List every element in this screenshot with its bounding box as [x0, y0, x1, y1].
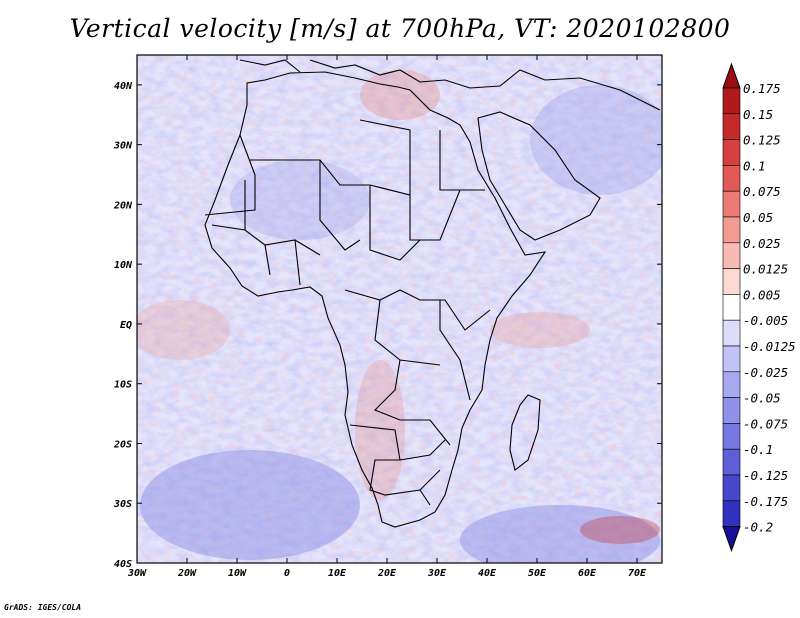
colorbar-label: 0.005 — [743, 287, 781, 302]
colorbar-label: -0.1 — [743, 442, 773, 457]
lon-tick-label: 70E — [628, 568, 647, 579]
colorbar-segment — [722, 294, 741, 321]
lat-tick-label: 20S — [113, 439, 132, 450]
latitude-axis: 40N 30N 20N 10N EQ 10S 20S 30S 40S — [113, 81, 662, 570]
lon-tick-label: 60E — [578, 568, 597, 579]
madagascar — [509, 394, 541, 471]
lat-tick-label: 10S — [114, 380, 132, 391]
grads-credit: GrADS: IGES/COLA — [4, 603, 82, 612]
colorbar-segment — [722, 216, 741, 244]
colorbar-segment — [722, 165, 741, 192]
field-features — [137, 70, 662, 563]
colorbar-segment — [722, 500, 741, 527]
colorbar-segment — [722, 423, 741, 450]
colorbar-segment — [722, 474, 741, 502]
africa-coastline — [204, 71, 547, 528]
lon-tick-label: 20E — [377, 568, 397, 579]
west-africa-borders — [204, 134, 321, 286]
colorbar-segment — [722, 87, 741, 115]
colorbar-extend-bottom — [722, 526, 741, 553]
colorbar-label: 0.15 — [743, 107, 773, 122]
lon-tick-label: 40E — [478, 568, 497, 579]
colorbar-label: 0.1 — [743, 158, 766, 173]
internal-borders-north — [250, 119, 485, 261]
colorbar-segment — [722, 345, 741, 373]
lat-tick-label: 20N — [113, 200, 133, 211]
colorbar-label: -0.175 — [743, 494, 788, 509]
lat-tick-label: EQ — [120, 320, 132, 331]
colorbar-label: 0.125 — [743, 133, 781, 148]
iberia-mediterranean — [239, 59, 661, 111]
colorbar-segment — [722, 139, 741, 166]
lon-tick-label: 50E — [528, 568, 547, 579]
lon-tick-label: 0 — [284, 568, 290, 579]
colorbar-segment — [722, 397, 741, 424]
colorbar-segment — [722, 448, 741, 476]
colorbar-segment — [722, 113, 741, 140]
colorbar-label: -0.2 — [743, 520, 773, 535]
colorbar-segment — [722, 190, 741, 218]
lon-tick-label: 30E — [427, 568, 447, 579]
colorbar-label: 0.0125 — [743, 262, 788, 277]
lat-tick-label: 10N — [114, 260, 133, 271]
colorbar-label: -0.0125 — [743, 339, 796, 354]
colorbar-label: -0.005 — [743, 313, 788, 328]
colorbar: 0.175 0.15 0.125 0.1 0.075 0.05 0.025 0.0125 0.0… — [722, 62, 796, 553]
lon-tick-label: 10W — [228, 568, 247, 579]
internal-borders-central — [344, 289, 491, 446]
lat-tick-label: 40S — [114, 559, 132, 570]
colorbar-label: 0.05 — [743, 210, 773, 225]
colorbar-extend-top — [722, 62, 741, 89]
arabian-peninsula — [477, 111, 601, 241]
plot-area — [136, 54, 663, 564]
lon-tick-label: 20W — [177, 568, 197, 579]
country-borders — [204, 59, 661, 528]
colorbar-segment — [722, 371, 741, 398]
colorbar-label: -0.025 — [743, 365, 788, 380]
lat-tick-label: 40N — [114, 81, 133, 92]
colorbar-label: 0.175 — [743, 81, 781, 96]
plot-frame — [136, 54, 663, 564]
internal-borders-south — [349, 424, 446, 506]
colorbar-segment — [722, 242, 741, 269]
lon-tick-label: 30W — [127, 568, 147, 579]
colorbar-label: -0.075 — [743, 416, 788, 431]
field-noise — [137, 55, 662, 563]
longitude-axis: 30W 20W 10W 0 10E 20E 30E 40E 50E 60E 70E — [127, 55, 647, 579]
lat-tick-label: 30S — [113, 499, 132, 510]
colorbar-label: 0.025 — [743, 236, 781, 251]
colorbar-segment — [722, 268, 741, 295]
lat-tick-label: 30N — [113, 141, 133, 152]
colorbar-label: -0.05 — [743, 391, 781, 406]
map-title: Vertical velocity [m/s] at 700hPa, VT: 2… — [69, 14, 731, 43]
lon-tick-label: 10E — [328, 568, 347, 579]
colorbar-label: 0.075 — [743, 184, 781, 199]
colorbar-label: -0.125 — [743, 468, 788, 483]
colorbar-segment — [722, 319, 741, 347]
